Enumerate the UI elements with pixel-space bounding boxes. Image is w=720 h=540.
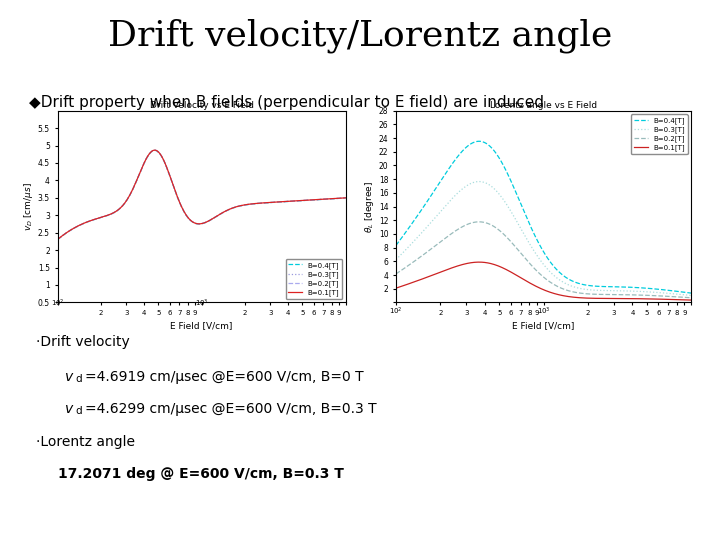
Text: v: v: [65, 402, 73, 416]
Text: Drift velocity/Lorentz angle: Drift velocity/Lorentz angle: [108, 19, 612, 53]
Text: $10^2$: $10^2$: [51, 298, 64, 309]
X-axis label: E Field [V/cm]: E Field [V/cm]: [171, 322, 233, 330]
Text: =4.6299 cm/μsec @E=600 V/cm, B=0.3 T: =4.6299 cm/μsec @E=600 V/cm, B=0.3 T: [85, 402, 377, 416]
Text: ·Drift velocity: ·Drift velocity: [36, 335, 130, 349]
Legend: B=0.4[T], B=0.3[T], B=0.2[T], B=0.1[T]: B=0.4[T], B=0.3[T], B=0.2[T], B=0.1[T]: [631, 114, 688, 154]
Text: 17.2071 deg @ E=600 V/cm, B=0.3 T: 17.2071 deg @ E=600 V/cm, B=0.3 T: [58, 467, 343, 481]
Y-axis label: $\theta_L\ [\mathrm{degree}]$: $\theta_L\ [\mathrm{degree}]$: [363, 180, 376, 233]
Title: Lorentz angle vs E Field: Lorentz angle vs E Field: [490, 101, 597, 110]
Text: v: v: [65, 370, 73, 384]
Text: $10^2$: $10^2$: [390, 305, 402, 316]
Legend: B=0.4[T], B=0.3[T], B=0.2[T], B=0.1[T]: B=0.4[T], B=0.3[T], B=0.2[T], B=0.1[T]: [286, 259, 342, 299]
Text: ◆Drift property when B fields (perpendicular to E field) are induced: ◆Drift property when B fields (perpendic…: [29, 94, 544, 110]
Title: Drift Velocity vs E Field: Drift Velocity vs E Field: [150, 101, 253, 110]
Text: $10^3$: $10^3$: [194, 298, 209, 309]
Text: d: d: [76, 406, 82, 416]
Text: ·Lorentz angle: ·Lorentz angle: [36, 435, 135, 449]
Text: $10^3$: $10^3$: [536, 305, 551, 316]
X-axis label: E Field [V/cm]: E Field [V/cm]: [513, 322, 575, 330]
Text: =4.6919 cm/μsec @E=600 V/cm, B=0 T: =4.6919 cm/μsec @E=600 V/cm, B=0 T: [85, 370, 364, 384]
Y-axis label: $v_D\ [\mathrm{cm}/\mu s]$: $v_D\ [\mathrm{cm}/\mu s]$: [22, 182, 35, 231]
Text: d: d: [76, 374, 82, 384]
